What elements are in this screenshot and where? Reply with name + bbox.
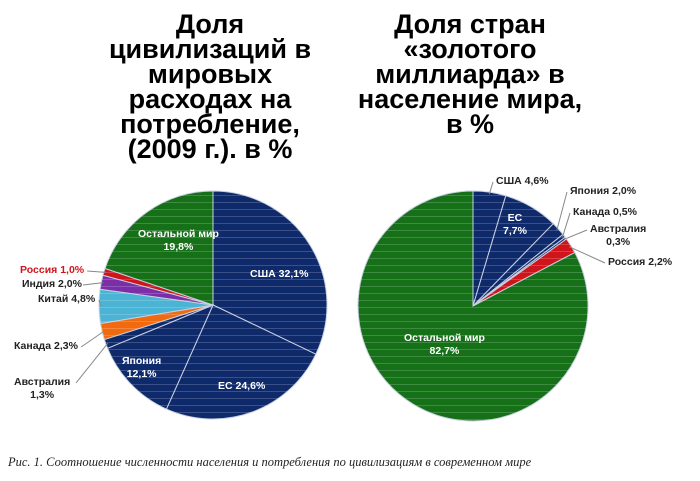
- chart-title-consumption: Доля цивилизаций в мировых расходах на потре…: [70, 9, 350, 164]
- slice-stripes: [473, 195, 554, 306]
- leader-line: [488, 181, 494, 195]
- leader-line: [564, 229, 588, 240]
- slice-label: ЕС 24,6%: [218, 380, 266, 392]
- slice-stripes: [213, 191, 327, 355]
- title-line: население мира,: [357, 84, 583, 114]
- slice-stripes: [100, 305, 213, 340]
- leader-line: [80, 330, 105, 348]
- slice-label: США 4,6%: [496, 175, 549, 187]
- slice-label: Россия 1,0%: [20, 264, 85, 276]
- slice-stripes: [473, 234, 566, 306]
- slice-label: Австралия 1,3%: [14, 376, 71, 401]
- slice-label: Остальной мир 19,8%: [138, 228, 219, 253]
- title-line: Доля стран: [394, 9, 546, 39]
- slice-label: Индия 2,0%: [22, 278, 82, 290]
- slice-label: Канада 2,3%: [14, 340, 78, 352]
- figure-caption: Рис. 1. Соотношение численности населени…: [8, 455, 532, 469]
- title-line: потребление,: [120, 109, 300, 139]
- slice-stripes: [166, 305, 316, 419]
- leader-line: [562, 212, 571, 238]
- title-line: расходах на: [128, 84, 292, 114]
- chart-title-population: Доля стран «золотого миллиарда» в население…: [345, 9, 595, 139]
- leader-line: [87, 270, 106, 273]
- slice-label: Япония 2,0%: [570, 185, 637, 197]
- slice-label: Россия 2,2%: [608, 256, 673, 268]
- slice-label: Канада 0,5%: [573, 206, 637, 218]
- title-line: в %: [445, 109, 495, 139]
- leader-line: [82, 282, 104, 286]
- leader-line: [98, 299, 102, 307]
- title-line: (2009 г.). в %: [127, 134, 293, 164]
- slice-stripes: [105, 191, 213, 305]
- title-line: миллиарда» в: [375, 59, 565, 89]
- title-line: цивилизаций в: [108, 34, 312, 64]
- slice-stripes: [357, 191, 588, 421]
- slice-label: Япония 12,1%: [122, 355, 162, 380]
- title-line: мировых: [147, 59, 273, 89]
- slice-stripes: [473, 238, 575, 306]
- leader-line: [568, 246, 606, 264]
- slice-stripes: [473, 223, 563, 306]
- slice-label: Китай 4,8%: [38, 293, 96, 305]
- slice-label: США 32,1%: [250, 268, 309, 280]
- slice-label: ЕС 7,7%: [503, 212, 527, 237]
- leader-line: [556, 191, 568, 231]
- title-line: «золотого: [403, 34, 537, 64]
- slice-label: Остальной мир 82,7%: [404, 332, 485, 357]
- slice-stripes: [98, 289, 213, 324]
- slice-stripes: [104, 305, 213, 349]
- slice-label: Австралия 0,3%: [590, 223, 647, 248]
- leader-line: [75, 342, 109, 384]
- title-line: Доля: [175, 9, 245, 39]
- slice-stripes: [107, 305, 213, 410]
